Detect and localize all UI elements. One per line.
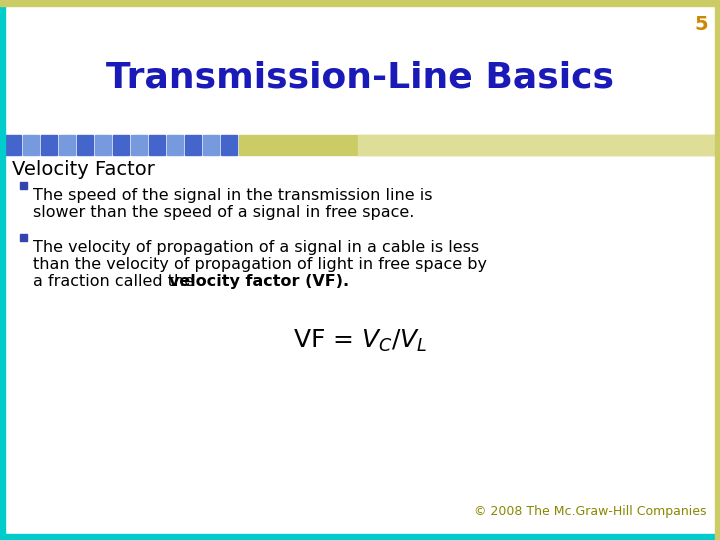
Text: slower than the speed of a signal in free space.: slower than the speed of a signal in fre… — [33, 205, 415, 220]
Bar — [203, 135, 219, 155]
Bar — [113, 135, 129, 155]
Text: VF = $\mathit{V_C}$/$\mathit{V_L}$: VF = $\mathit{V_C}$/$\mathit{V_L}$ — [293, 328, 427, 354]
Text: Velocity Factor: Velocity Factor — [12, 160, 155, 179]
Bar — [59, 135, 75, 155]
Bar — [239, 135, 715, 155]
Bar — [20, 182, 27, 189]
Bar — [77, 135, 93, 155]
Text: © 2008 The Mc.Graw-Hill Companies: © 2008 The Mc.Graw-Hill Companies — [474, 505, 706, 518]
Text: The velocity of propagation of a signal in a cable is less: The velocity of propagation of a signal … — [33, 240, 479, 255]
Bar — [167, 135, 183, 155]
Bar — [221, 135, 237, 155]
Text: The speed of the signal in the transmission line is: The speed of the signal in the transmiss… — [33, 188, 433, 203]
Bar — [0, 0, 720, 6]
Bar — [185, 135, 201, 155]
Text: 5: 5 — [694, 15, 708, 34]
Bar — [20, 234, 27, 241]
Bar — [5, 135, 21, 155]
Text: Transmission-Line Basics: Transmission-Line Basics — [106, 61, 614, 95]
Bar — [41, 135, 57, 155]
Bar — [23, 135, 39, 155]
Bar — [95, 135, 111, 155]
Text: than the velocity of propagation of light in free space by: than the velocity of propagation of ligh… — [33, 257, 487, 272]
Bar — [0, 534, 720, 540]
Bar — [715, 0, 720, 540]
Bar — [0, 0, 5, 540]
Text: a fraction called the: a fraction called the — [33, 274, 199, 289]
Text: velocity factor (VF).: velocity factor (VF). — [169, 274, 349, 289]
Bar — [358, 135, 715, 155]
Bar — [149, 135, 165, 155]
Bar — [131, 135, 147, 155]
